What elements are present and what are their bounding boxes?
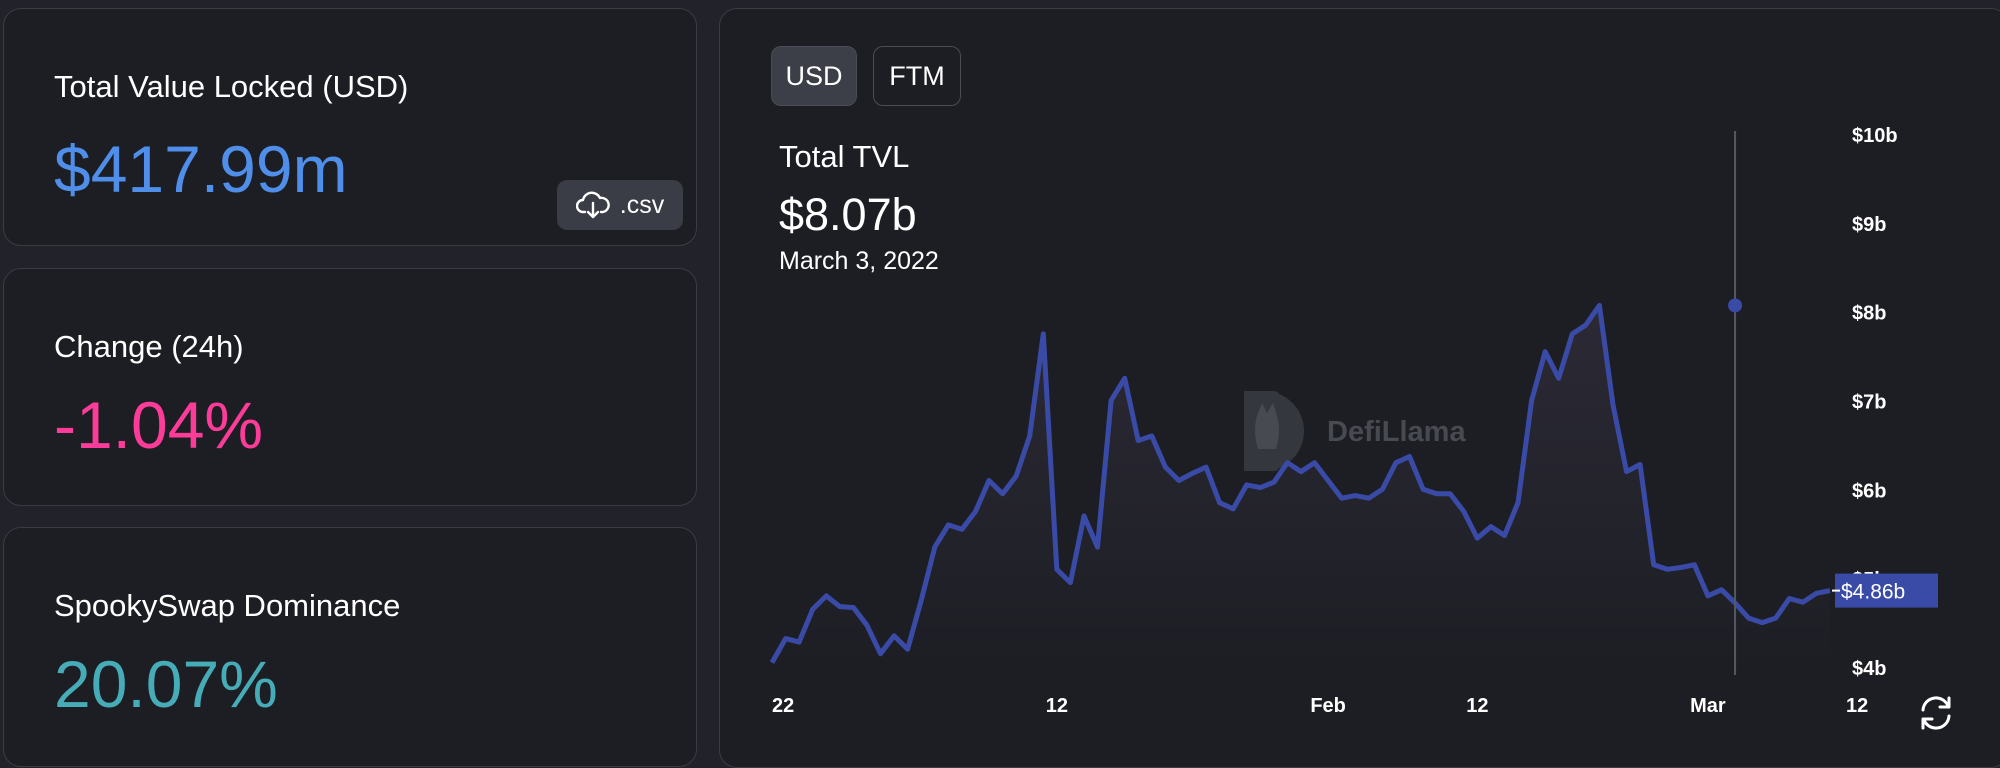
x-tick-label: 12 — [1466, 695, 1488, 717]
x-tick-label: 22 — [772, 695, 794, 717]
tooltip-date: March 3, 2022 — [779, 247, 939, 275]
cloud-download-icon — [575, 191, 610, 219]
dominance-value: 20.07% — [54, 647, 278, 721]
current-value-tag: $4.86b — [1832, 573, 1938, 608]
change-card: Change (24h) -1.04% — [3, 268, 697, 506]
y-tick-label: $4b — [1852, 658, 1886, 680]
y-tick-label: $10b — [1852, 125, 1898, 147]
current-value-label: $4.86b — [1841, 581, 1905, 604]
tooltip-value: $8.07b — [779, 189, 917, 240]
csv-download-button[interactable]: .csv — [557, 180, 683, 230]
x-tick-label: Feb — [1310, 695, 1346, 717]
change-label: Change (24h) — [54, 329, 244, 364]
y-tick-label: $9b — [1852, 214, 1886, 236]
usd-toggle-button[interactable]: USD — [771, 46, 857, 106]
tvl-value: $417.99m — [54, 132, 348, 206]
x-tick-label: 12 — [1046, 695, 1068, 717]
y-tick-label: $7b — [1852, 392, 1886, 414]
change-value: -1.04% — [54, 388, 264, 462]
y-tick-label: $8b — [1852, 303, 1886, 325]
tvl-card: Total Value Locked (USD) $417.99m .csv — [3, 8, 697, 246]
tvl-chart[interactable]: DefiLlama $4b$5b$6b$7b$8b$9b$10b 2212Feb… — [720, 9, 2000, 768]
x-tick-label: Mar — [1690, 695, 1726, 717]
watermark-text: DefiLlama — [1327, 416, 1466, 448]
dominance-label: SpookySwap Dominance — [54, 588, 401, 623]
tvl-area — [772, 305, 1830, 667]
tvl-line — [769, 302, 1831, 664]
defillama-watermark: DefiLlama — [1244, 391, 1466, 471]
hover-point — [1728, 298, 1743, 313]
dominance-card: SpookySwap Dominance 20.07% — [3, 527, 697, 767]
tvl-chart-card: DefiLlama $4b$5b$6b$7b$8b$9b$10b 2212Feb… — [719, 8, 2000, 768]
refresh-icon[interactable] — [1915, 692, 1957, 734]
tooltip-title: Total TVL — [779, 139, 910, 174]
tvl-label: Total Value Locked (USD) — [54, 69, 409, 104]
csv-label: .csv — [619, 190, 665, 219]
ftm-toggle-button[interactable]: FTM — [873, 46, 961, 106]
y-tick-label: $6b — [1852, 480, 1886, 502]
x-tick-label: 12 — [1846, 695, 1868, 717]
